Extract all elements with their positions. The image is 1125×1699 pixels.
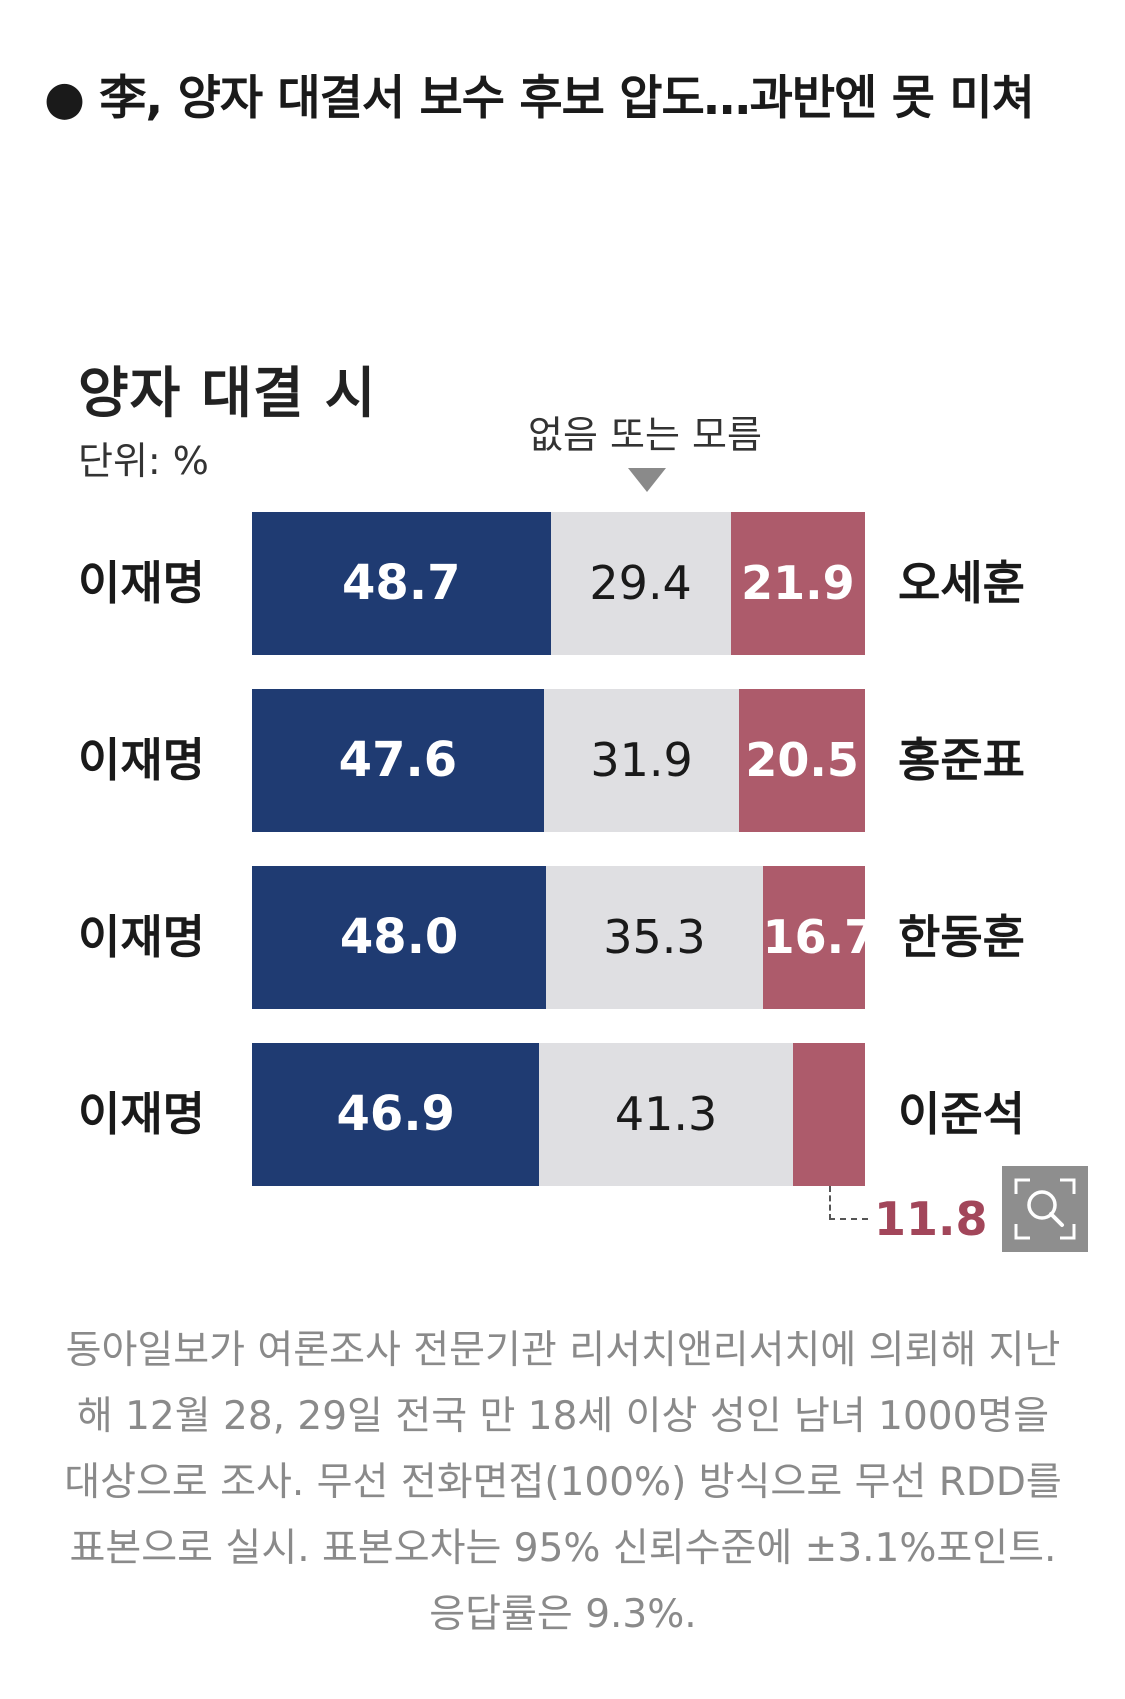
bar-undecided: 29.4 bbox=[550, 512, 731, 655]
data-label-outside: 11.8 bbox=[874, 1192, 988, 1246]
data-label: 20.5 bbox=[745, 733, 859, 787]
data-label: 35.3 bbox=[603, 910, 706, 964]
bar-candidate-b: 20.5 bbox=[739, 689, 865, 832]
chart-caption: 동아일보가 여론조사 전문기관 리서치앤리서치에 의뢰해 지난해 12월 28,… bbox=[64, 1328, 1062, 1637]
chart-row: 이재명 48.0 35.3 16.7 한동훈 bbox=[0, 866, 1125, 1009]
bar-undecided: 41.3 bbox=[539, 1043, 793, 1186]
chart-title: 양자 대결 시 bbox=[78, 361, 377, 425]
chart-row: 이재명 47.6 31.9 20.5 홍준표 bbox=[0, 689, 1125, 832]
candidate-a-name: 이재명 bbox=[78, 556, 205, 610]
candidate-b-name: 오세훈 bbox=[898, 556, 1025, 610]
down-triangle-icon bbox=[628, 468, 666, 492]
chart-row: 이재명 48.7 29.4 21.9 오세훈 bbox=[0, 512, 1125, 655]
candidate-a-name: 이재명 bbox=[78, 1087, 205, 1141]
data-label: 46.9 bbox=[336, 1086, 455, 1142]
data-label: 31.9 bbox=[590, 733, 693, 787]
bar-undecided: 31.9 bbox=[543, 689, 740, 832]
bar-candidate-b bbox=[792, 1043, 865, 1186]
bar-undecided: 35.3 bbox=[546, 866, 763, 1009]
candidate-a-name: 이재명 bbox=[78, 733, 205, 787]
zoom-magnifier-icon bbox=[1014, 1178, 1076, 1240]
candidate-b-name: 한동훈 bbox=[898, 910, 1025, 964]
article-headline: ● 李, 양자 대결서 보수 후보 압도…과반엔 못 미쳐 bbox=[44, 71, 1035, 126]
data-label: 29.4 bbox=[589, 556, 692, 610]
chart-row: 이재명 46.9 41.3 이준석 bbox=[0, 1043, 1125, 1186]
data-label: 21.9 bbox=[741, 556, 855, 610]
data-label: 48.7 bbox=[342, 555, 461, 611]
bar-candidate-a: 47.6 bbox=[252, 689, 544, 832]
candidate-a-name: 이재명 bbox=[78, 910, 205, 964]
data-label: 47.6 bbox=[338, 732, 458, 788]
chart-unit-label: 단위: % bbox=[78, 439, 209, 483]
bar-candidate-b: 16.7 bbox=[762, 866, 876, 1009]
zoom-button[interactable] bbox=[1002, 1166, 1088, 1252]
leader-line bbox=[829, 1186, 868, 1220]
bar-candidate-a: 48.7 bbox=[252, 512, 551, 655]
candidate-b-name: 이준석 bbox=[898, 1087, 1025, 1141]
data-label: 16.7 bbox=[762, 910, 877, 964]
bar-candidate-a: 46.9 bbox=[252, 1043, 540, 1186]
data-label: 41.3 bbox=[614, 1087, 718, 1141]
data-label: 48.0 bbox=[339, 909, 459, 965]
bar-candidate-b: 21.9 bbox=[730, 512, 865, 655]
bar-candidate-a: 48.0 bbox=[252, 866, 547, 1009]
undecided-legend-label: 없음 또는 모름 bbox=[528, 413, 762, 457]
candidate-b-name: 홍준표 bbox=[898, 733, 1025, 787]
